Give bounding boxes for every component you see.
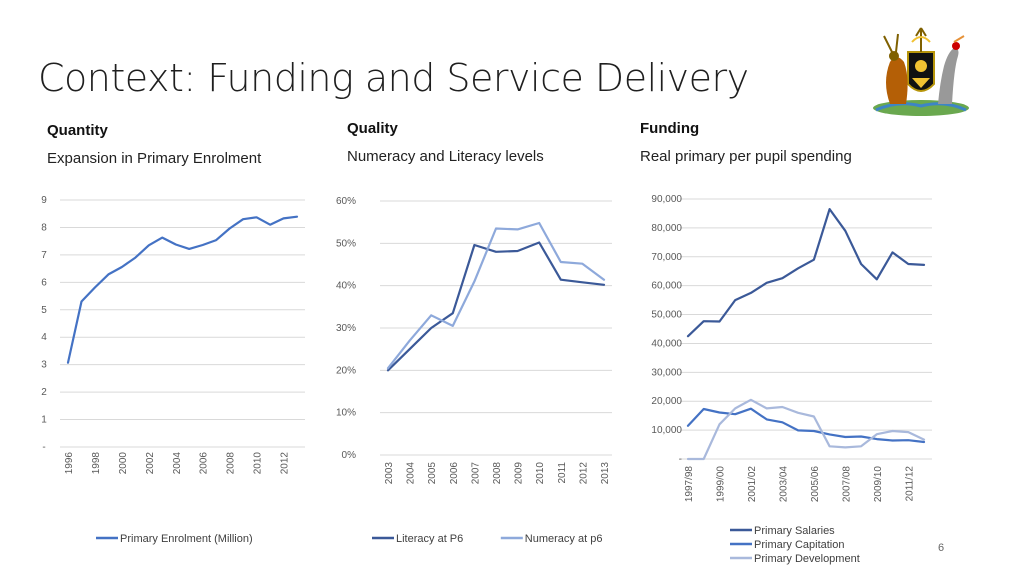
y-tick-label: 3 bbox=[41, 360, 47, 371]
y-tick-label: - bbox=[42, 442, 45, 453]
legend-label: Primary Capitation bbox=[754, 539, 844, 551]
coat-of-arms-logo bbox=[873, 27, 969, 116]
quantity-heading: Quantity bbox=[47, 122, 108, 139]
y-tick-label: 20,000 bbox=[651, 396, 682, 407]
y-tick-label: 2 bbox=[41, 387, 47, 398]
y-tick-label: 10% bbox=[336, 408, 356, 419]
series-line-2 bbox=[686, 407, 926, 444]
y-tick-label: 30% bbox=[336, 323, 356, 334]
series-line-3 bbox=[686, 398, 926, 461]
x-tick-label: 2009/10 bbox=[873, 466, 884, 503]
x-tick-label: 1997/98 bbox=[684, 466, 695, 503]
quantity-subheading: Expansion in Primary Enrolment bbox=[47, 150, 262, 167]
x-tick-label: 2006 bbox=[449, 462, 460, 485]
quality-subheading: Numeracy and Literacy levels bbox=[347, 148, 544, 165]
y-tick-label: 60% bbox=[336, 196, 356, 207]
x-tick-label: 1999/00 bbox=[715, 466, 726, 503]
y-tick-label: 40,000 bbox=[651, 338, 682, 349]
x-tick-label: 1996 bbox=[64, 452, 75, 475]
x-tick-label: 2001/02 bbox=[747, 466, 758, 503]
x-tick-label: 2002 bbox=[145, 452, 156, 475]
y-tick-label: 9 bbox=[41, 195, 47, 206]
legend-label: Primary Enrolment (Million) bbox=[120, 533, 253, 545]
series-line-1 bbox=[386, 241, 606, 372]
y-tick-label: - bbox=[679, 454, 682, 465]
y-tick-label: 10,000 bbox=[651, 425, 682, 436]
y-tick-label: 6 bbox=[41, 277, 47, 288]
funding-subheading: Real primary per pupil spending bbox=[640, 148, 852, 165]
x-tick-label: 2007/08 bbox=[841, 466, 852, 503]
y-tick-label: 70,000 bbox=[651, 252, 682, 263]
y-tick-label: 0% bbox=[342, 450, 357, 461]
x-tick-label: 2013 bbox=[600, 462, 611, 485]
y-tick-label: 7 bbox=[41, 250, 47, 261]
legend-label: Primary Development bbox=[754, 553, 860, 565]
y-tick-label: 80,000 bbox=[651, 223, 682, 234]
y-tick-label: 50,000 bbox=[651, 310, 682, 321]
x-tick-label: 2012 bbox=[578, 462, 589, 485]
x-tick-label: 2005/06 bbox=[810, 466, 821, 503]
page-number: 6 bbox=[938, 542, 945, 554]
y-tick-label: 30,000 bbox=[651, 367, 682, 378]
legend-label: Numeracy at p6 bbox=[525, 533, 603, 545]
x-tick-label: 2000 bbox=[118, 452, 129, 475]
y-tick-label: 60,000 bbox=[651, 281, 682, 292]
x-tick-label: 2008 bbox=[226, 452, 237, 475]
x-tick-label: 2005 bbox=[427, 462, 438, 485]
y-tick-label: 8 bbox=[41, 222, 47, 233]
x-tick-label: 2008 bbox=[492, 462, 503, 485]
legend-label: Primary Salaries bbox=[754, 525, 835, 537]
x-tick-label: 2003/04 bbox=[778, 466, 789, 503]
quality-line-chart: 0% 10% 20% 30% 40% 50% 60% 2003 2004 2005 2006 2007… bbox=[336, 196, 612, 545]
series-line-1 bbox=[686, 208, 926, 338]
x-tick-label: 2011 bbox=[557, 462, 568, 484]
y-tick-label: 90,000 bbox=[651, 194, 682, 205]
x-tick-label: 2006 bbox=[199, 452, 210, 475]
x-tick-label: 2007 bbox=[470, 462, 481, 485]
slide-title: Context: Funding and Service Delivery bbox=[38, 56, 749, 100]
x-tick-label: 2011/12 bbox=[904, 466, 915, 502]
series-line-1 bbox=[66, 215, 299, 364]
x-tick-label: 2009 bbox=[514, 462, 525, 485]
x-tick-label: 2010 bbox=[253, 452, 264, 475]
x-tick-label: 2004 bbox=[172, 452, 183, 475]
x-tick-label: 2012 bbox=[280, 452, 291, 475]
y-tick-label: 4 bbox=[41, 332, 47, 343]
funding-line-chart: - 10,000 20,000 30,000 40,000 50,000 60,000 70,… bbox=[651, 194, 932, 565]
y-tick-label: 1 bbox=[41, 415, 47, 426]
funding-heading: Funding bbox=[640, 120, 700, 137]
y-tick-label: 40% bbox=[336, 281, 356, 292]
x-tick-label: 2004 bbox=[406, 462, 417, 485]
x-tick-label: 2003 bbox=[384, 462, 395, 485]
legend-label: Literacy at P6 bbox=[396, 533, 463, 545]
x-tick-label: 1998 bbox=[91, 452, 102, 475]
y-tick-label: 50% bbox=[336, 238, 356, 249]
series-line-2 bbox=[386, 221, 606, 370]
enrolment-line-chart: - 1 2 3 4 5 6 7 8 9 1996 1998 2000 2002 2004 2006 2008 20… bbox=[41, 195, 305, 545]
quality-heading: Quality bbox=[347, 120, 398, 137]
x-tick-label: 2010 bbox=[535, 462, 546, 485]
y-tick-label: 5 bbox=[41, 305, 47, 316]
y-tick-label: 20% bbox=[336, 365, 356, 376]
